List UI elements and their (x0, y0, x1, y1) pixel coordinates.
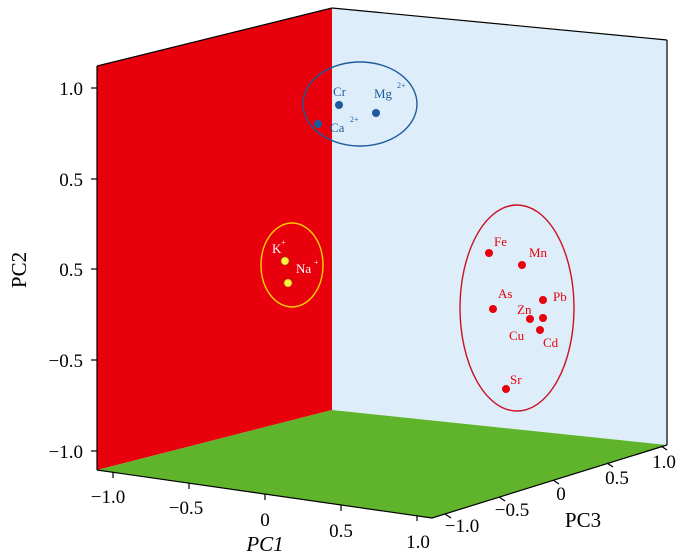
pc2-ticks (91, 87, 97, 452)
label-k: K (272, 241, 282, 256)
pc1-tick-label-3: 0 (260, 510, 270, 531)
group-blue: Cr Mg 2+ Ca 2+ (302, 61, 418, 147)
pc3-tick-label-5: 1.0 (652, 452, 676, 473)
label-cu: Cu (509, 328, 525, 343)
pc3-tick-2 (498, 496, 506, 502)
pc1-axis-title: PC1 (245, 532, 283, 556)
floor-plane (97, 410, 667, 518)
pc2-axis-title: PC2 (7, 252, 31, 288)
pc3-tick-4 (606, 462, 614, 468)
pc3-axis-title: PC3 (565, 508, 601, 532)
point-ca (314, 120, 322, 128)
label-pb: Pb (553, 289, 567, 304)
point-zn (526, 315, 534, 323)
sup-mg: 2+ (397, 81, 406, 90)
pc3-tick-5 (660, 445, 668, 451)
pc2-tick-label-1: 1.0 (59, 79, 83, 100)
pc3-tick-label-2: −0.5 (495, 500, 529, 521)
label-na: Na (296, 261, 311, 276)
pc3-tick-label-1: −1.0 (445, 516, 479, 537)
edge-top-right (331, 7, 668, 41)
sup-k: + (281, 238, 286, 247)
pc2-tick-label-4: −0.5 (49, 351, 83, 372)
back-wall (332, 8, 667, 445)
point-as (489, 305, 497, 313)
point-sr (502, 385, 510, 393)
left-wall (97, 8, 332, 470)
edge-floor-right (431, 444, 668, 519)
group-red: Fe Mn As Pb Zn Cu Cd Sr (459, 204, 575, 412)
pc2-axis: 1.0 0.5 0.5 −0.5 −1.0 PC2 (7, 66, 98, 470)
pc3-tick-label-3: 0 (556, 484, 566, 505)
pc3-ticks (444, 445, 668, 519)
pc1-tick-label-5: 1.0 (406, 532, 430, 553)
pc1-tick-label-4: 0.5 (329, 521, 353, 542)
point-mn (518, 261, 526, 269)
label-fe: Fe (494, 234, 507, 249)
point-k (280, 256, 290, 266)
group-yellow: K + Na + (260, 222, 324, 308)
pc2-tick-label-5: −1.0 (49, 442, 83, 463)
pc3-tick-1 (444, 513, 452, 519)
pc3-tick-label-4: 0.5 (605, 468, 629, 489)
point-fe (485, 249, 493, 257)
pc3-axis: −1.0 −0.5 0 0.5 1.0 PC3 (444, 445, 676, 537)
group-red-ellipse (459, 204, 575, 412)
group-blue-ellipse (302, 61, 418, 147)
pc2-tick-label-3: 0.5 (59, 260, 83, 281)
edge-top-left (96, 7, 333, 67)
label-cr: Cr (333, 84, 347, 99)
label-ca: Ca (330, 120, 345, 135)
label-cd: Cd (543, 335, 559, 350)
pc1-tick-label-2: −0.5 (169, 498, 203, 519)
label-mg: Mg (374, 86, 393, 101)
label-zn: Zn (517, 302, 532, 317)
pc2-tick-label-2: 0.5 (59, 170, 83, 191)
sup-na: + (314, 258, 319, 267)
point-cd (536, 326, 544, 334)
label-mn: Mn (529, 245, 548, 260)
label-as: As (498, 286, 512, 301)
pc3-tick-3 (552, 479, 560, 485)
pc1-ticks (112, 472, 418, 521)
point-cr (335, 101, 343, 109)
label-sr: Sr (510, 372, 522, 387)
point-pb (539, 296, 547, 304)
group-yellow-ellipse (260, 222, 324, 308)
point-na (283, 278, 293, 288)
point-mg (372, 109, 380, 117)
sup-ca: 2+ (350, 115, 359, 124)
point-zn2 (539, 314, 547, 322)
pc1-tick-label-1: −1.0 (91, 487, 125, 508)
pc1-axis: −1.0 −0.5 0 0.5 1.0 PC1 (91, 472, 430, 556)
